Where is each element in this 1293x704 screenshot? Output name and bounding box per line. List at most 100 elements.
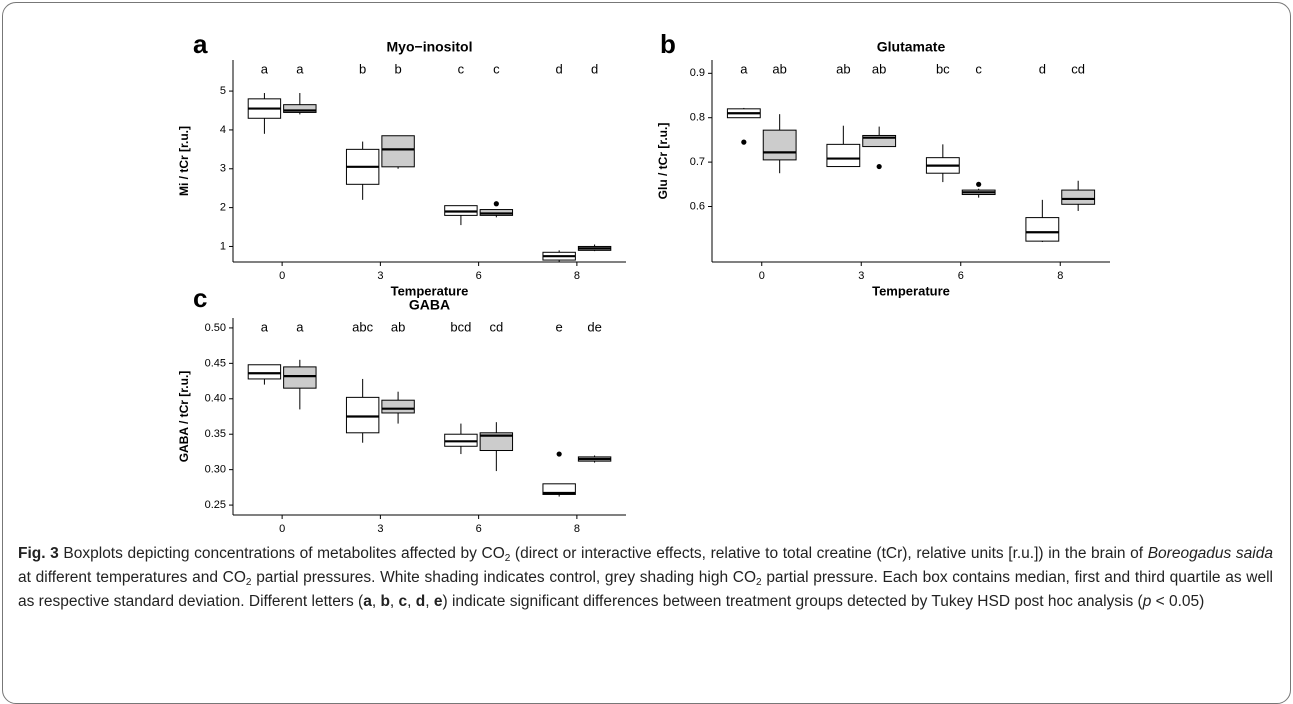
x-tick-label: 8 (1057, 270, 1063, 282)
panel-label: c (193, 283, 207, 313)
y-tick-label: 3 (220, 163, 226, 175)
significance-letter: cd (489, 319, 503, 334)
caption-text: 2 (504, 553, 511, 564)
y-tick-label: 0.6 (690, 200, 705, 212)
x-tick-label: 8 (574, 270, 580, 282)
significance-letter: bc (936, 61, 950, 76)
caption-text: 2 (756, 577, 762, 588)
outlier (876, 163, 882, 170)
caption-text: , (407, 593, 416, 610)
y-tick-label: 0.25 (205, 499, 226, 511)
x-axis-label: Temperature (872, 283, 950, 298)
box (381, 399, 415, 414)
significance-letter: bcd (450, 319, 471, 334)
caption-text: Boxplots depicting concentrations of met… (58, 545, 505, 562)
y-tick-label: 4 (220, 124, 226, 136)
outlier (556, 451, 562, 457)
y-tick-label: 0.7 (690, 156, 705, 168)
caption-text: , (425, 593, 434, 610)
y-axis-label: Mi / tCr [r.u.] (177, 126, 191, 196)
caption-text: c (398, 593, 408, 610)
x-tick-label: 0 (279, 270, 285, 282)
caption-text: e (433, 593, 443, 610)
caption-text: at different temperatures and CO (18, 569, 246, 586)
outlier (493, 201, 499, 207)
significance-letter: a (261, 319, 269, 334)
box (542, 483, 576, 495)
y-tick-label: 5 (220, 85, 226, 97)
caption-text: b (380, 593, 390, 610)
box (1061, 189, 1096, 205)
significance-letter: d (591, 61, 598, 76)
significance-letter: a (740, 61, 748, 76)
figure: a Myo−inositol 1 2 3 4 5 Mi / tCr [r.u.] Tempera… (177, 29, 1110, 535)
caption-text: (direct or interactive effects, relative… (510, 545, 1148, 562)
significance-letter: c (493, 61, 500, 76)
x-tick-label: 0 (759, 270, 765, 282)
significance-letter: d (556, 61, 563, 76)
box (862, 134, 897, 148)
significance-letter: c (458, 61, 465, 76)
y-tick-label: 2 (220, 202, 226, 214)
significance-letter: abc (352, 319, 373, 334)
caption-text: < 0.05) (1151, 593, 1205, 610)
significance-letter: b (359, 61, 366, 76)
box (247, 364, 282, 380)
y-tick-label: 0.8 (690, 112, 705, 124)
significance-letter: cd (1071, 61, 1085, 76)
y-tick-label: 0.9 (690, 67, 705, 79)
caption-text: p (1142, 593, 1152, 610)
caption-text: , (389, 593, 399, 610)
caption-text: 2 (245, 577, 252, 588)
x-tick-label: 3 (858, 270, 864, 282)
significance-letter: ab (872, 61, 886, 76)
caption-text: partial pressures. White shading indicat… (251, 569, 757, 586)
y-axis-label: Glu / tCr [r.u.] (656, 123, 670, 200)
box (479, 432, 514, 452)
significance-letter: de (587, 319, 601, 334)
caption-text: a (363, 593, 372, 610)
box (826, 143, 861, 168)
significance-letter: ab (772, 61, 786, 76)
significance-letter: b (394, 61, 401, 76)
x-axis-label: Temperature (391, 283, 469, 298)
caption-text: partial pressure. Each box contains medi… (18, 569, 1273, 610)
significance-letter: a (261, 61, 269, 76)
outlier (976, 181, 982, 187)
y-tick-label: 0.50 (205, 322, 226, 334)
x-tick-label: 6 (958, 270, 964, 282)
box (762, 129, 797, 161)
significance-letter: d (1039, 61, 1046, 76)
x-tick-label: 3 (377, 523, 383, 535)
y-tick-label: 0.30 (205, 464, 226, 476)
panel-title: Myo−inositol (387, 39, 473, 55)
panel-label: a (193, 29, 208, 59)
caption-text: d (415, 593, 426, 610)
caption-text: Fig. 3 (18, 545, 59, 562)
panel-title: GABA (409, 297, 450, 313)
caption-text: , (371, 593, 381, 610)
significance-letter: ab (391, 319, 405, 334)
outlier (741, 139, 747, 145)
x-tick-label: 6 (476, 270, 482, 282)
x-tick-label: 6 (476, 523, 482, 535)
box (283, 104, 317, 113)
x-tick-label: 3 (377, 270, 383, 282)
panel-title: Glutamate (877, 39, 946, 55)
significance-letter: ab (836, 61, 850, 76)
y-tick-label: 0.45 (205, 357, 226, 369)
x-tick-label: 0 (279, 523, 285, 535)
significance-letter: a (296, 61, 304, 76)
significance-letter: a (296, 319, 304, 334)
box (1025, 217, 1060, 242)
y-tick-label: 1 (220, 240, 226, 252)
caption-text: ) indicate significant differences betwe… (442, 593, 1143, 610)
y-tick-label: 0.40 (205, 393, 226, 405)
y-axis-label: GABA / tCr [r.u.] (177, 371, 191, 463)
y-tick-label: 0.35 (205, 428, 226, 440)
caption-text: Boreogadus saida (1147, 545, 1273, 562)
x-tick-label: 8 (574, 523, 580, 535)
significance-letter: c (975, 61, 982, 76)
significance-letter: e (556, 319, 563, 334)
caption: Fig. 3 Boxplots depicting concentrations… (18, 542, 1273, 614)
